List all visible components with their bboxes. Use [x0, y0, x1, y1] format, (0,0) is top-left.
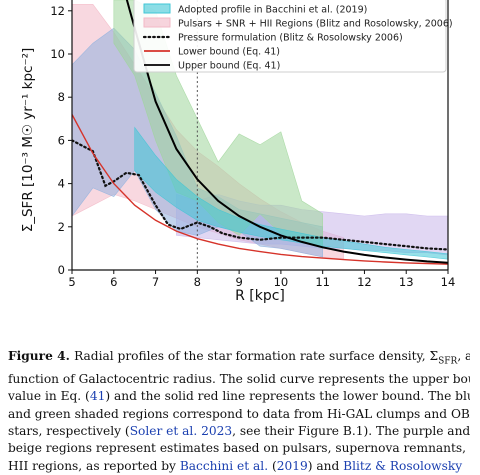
y-axis-label: Σ_SFR [10⁻³ M☉ yr⁻¹ kpc⁻²] — [20, 48, 36, 233]
legend-entry-lower-bound-eq-41: Lower bound (Eq. 41) — [144, 47, 280, 58]
y-tick-label: 4 — [58, 177, 65, 191]
x-tick-label: 10 — [274, 275, 289, 289]
curve-lower-bound-eq-41 — [72, 114, 448, 265]
legend-label: Lower bound (Eq. 41) — [178, 47, 280, 58]
y-tick-label: 0 — [58, 263, 65, 277]
y-tick-label: 6 — [58, 133, 65, 147]
caption-text: function of Galactocentric radius. The s… — [8, 371, 470, 386]
legend-box — [133, 0, 447, 73]
legend-label: Adopted profile in Bacchini et al. (2019… — [178, 5, 367, 16]
tick-labels: 5 6 7 8 9 10 11 12 13 14 0 2 4 6 8 10 12 — [50, 4, 455, 289]
legend: Adopted profile in Bacchini et al. (2019… — [133, 0, 453, 73]
x-tick-label: 5 — [68, 275, 75, 289]
caption-line: and green shaded regions correspond to d… — [8, 406, 470, 423]
x-tick-label: 7 — [152, 275, 159, 289]
caption-text: value in Eq. ( — [8, 389, 90, 404]
caption-text: beige regions represent estimates based … — [8, 441, 470, 456]
legend-entry-upper-bound-eq-41: Upper bound (Eq. 41) — [144, 61, 280, 72]
citation-link[interactable]: Blitz & Rosolowsky — [343, 458, 463, 473]
figure-label: Figure 4. — [8, 349, 75, 363]
caption-text: and green shaded regions correspond to d… — [8, 406, 470, 421]
citation-link[interactable]: Soler et al. 2023 — [129, 424, 233, 439]
y-tick-label: 2 — [58, 220, 65, 234]
y-tick-label: 12 — [50, 4, 65, 18]
caption-line: beige regions represent estimates based … — [8, 440, 470, 457]
legend-label: Pulsars + SNR + HII Regions (Blitz and R… — [178, 19, 453, 30]
curve-pressure-formulation-blitz-rosolowsky-2006 — [72, 139, 448, 251]
legend-swatch — [143, 3, 171, 14]
x-tick-label: 11 — [315, 275, 330, 289]
citation-link[interactable]: Bacchini et al. — [179, 458, 269, 473]
x-tick-label: 6 — [110, 275, 117, 289]
caption-text: ( — [268, 458, 277, 473]
subscript: SFR — [438, 356, 458, 367]
x-tick-label: 13 — [399, 275, 414, 289]
x-tick-label: 8 — [194, 275, 201, 289]
legend-label: Upper bound (Eq. 41) — [178, 61, 280, 72]
caption-line: Figure 4. Radial profiles of the star fo… — [8, 348, 470, 371]
caption-line: function of Galactocentric radius. The s… — [8, 371, 470, 388]
figure-caption: Figure 4. Radial profiles of the star fo… — [8, 348, 470, 475]
citation-link[interactable]: 41 — [89, 389, 106, 404]
citation-link[interactable]: 2019 — [276, 458, 308, 473]
caption-text: , as a — [457, 349, 470, 363]
x-tick-label: 9 — [235, 275, 242, 289]
caption-text: HII regions, as reported by — [8, 458, 180, 473]
caption-text: Radial profiles of the star formation ra… — [74, 349, 439, 363]
caption-text: ) and the solid red line represents the … — [105, 389, 470, 404]
y-tick-label: 8 — [58, 90, 65, 104]
legend-swatch — [143, 17, 171, 28]
x-axis-label: R [kpc] — [235, 288, 285, 304]
x-tick-label: 14 — [441, 275, 456, 289]
figure-chart: 5 6 7 8 9 10 11 12 13 14 0 2 4 6 8 10 12 Adopted profile… — [20, 0, 455, 304]
y-tick-label: 10 — [50, 47, 65, 61]
caption-text: stars, respectively ( — [8, 424, 130, 439]
caption-line: value in Eq. (41) and the solid red line… — [8, 388, 470, 405]
caption-text: ) and — [307, 458, 344, 473]
curve-upper-bound-eq-41 — [125, 0, 448, 264]
legend-entry-adopted-profile-in-bacchini-et-al-2019: Adopted profile in Bacchini et al. (2019… — [143, 3, 367, 16]
curves — [72, 0, 448, 265]
legend-entry-pulsars-snr-hii-regions-blitz-and-rosolowsky-2006: Pulsars + SNR + HII Regions (Blitz and R… — [143, 17, 453, 30]
x-tick-label: 12 — [357, 275, 372, 289]
legend-entry-pressure-formulation-blitz-rosolowsky-2006: Pressure formulation (Blitz & Rosolowsky… — [142, 33, 403, 44]
caption-line: HII regions, as reported by Bacchini et … — [8, 458, 470, 475]
legend-label: Pressure formulation (Blitz & Rosolowsky… — [178, 33, 403, 44]
caption-text: , see their Figure B.1). The purple and — [232, 424, 470, 439]
axes — [71, 0, 449, 271]
caption-line: stars, respectively (Soler et al. 2023, … — [8, 423, 470, 440]
